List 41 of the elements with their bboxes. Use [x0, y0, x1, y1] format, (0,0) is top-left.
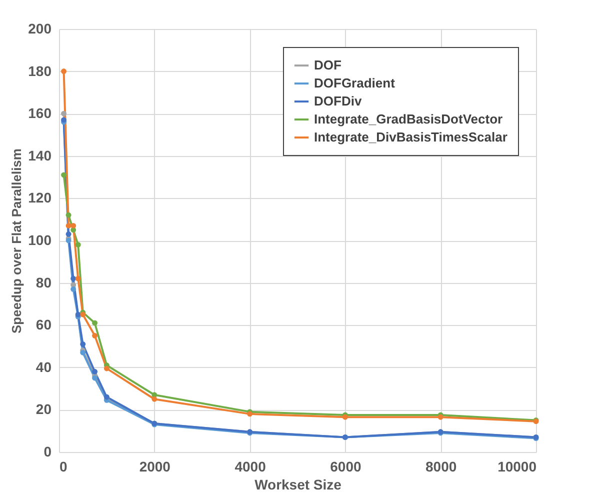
x-tick-label: 6000 — [330, 458, 362, 474]
point — [104, 366, 110, 372]
point — [66, 212, 72, 218]
legend-label: DOF — [314, 58, 342, 72]
point — [75, 242, 81, 248]
point — [152, 396, 158, 402]
x-axis-title: Workset Size — [254, 476, 342, 492]
point — [61, 110, 67, 116]
y-tick-label: 120 — [28, 190, 52, 206]
y-tick-label: 80 — [36, 274, 52, 290]
legend-label: Integrate_GradBasisDotVector — [314, 112, 503, 126]
x-tick-label: 10000 — [498, 458, 537, 474]
point — [75, 276, 81, 282]
y-tick-label: 0 — [44, 444, 52, 460]
point — [92, 320, 98, 326]
y-tick-label: 20 — [36, 401, 52, 418]
y-axis-title: Speedup over Flat Parallelism — [9, 148, 24, 334]
y-tick-label: 140 — [28, 147, 52, 164]
point — [80, 341, 86, 347]
legend-label: DOFDiv — [314, 94, 362, 108]
point — [92, 368, 98, 374]
point — [70, 222, 76, 228]
legend-label: DOFGradient — [314, 76, 396, 90]
x-tick-label: 2000 — [139, 458, 171, 474]
x-tick-label: 4000 — [234, 458, 266, 474]
legend-label: Integrate_DivBasisTimesScalar — [314, 130, 508, 144]
point — [70, 286, 76, 292]
y-tick-label: 180 — [28, 62, 52, 79]
x-tick-label: 0 — [60, 458, 68, 474]
y-tick-label: 160 — [28, 105, 52, 122]
y-tick-label: 200 — [28, 20, 52, 36]
point — [70, 276, 76, 282]
y-tick-label: 40 — [36, 358, 52, 375]
point — [66, 222, 72, 228]
point — [61, 172, 67, 178]
x-tick-label: 8000 — [426, 458, 457, 474]
point — [66, 231, 72, 237]
y-tick-label: 60 — [36, 316, 52, 333]
point — [92, 332, 98, 338]
point — [61, 68, 67, 74]
y-tick-label: 100 — [28, 232, 52, 248]
